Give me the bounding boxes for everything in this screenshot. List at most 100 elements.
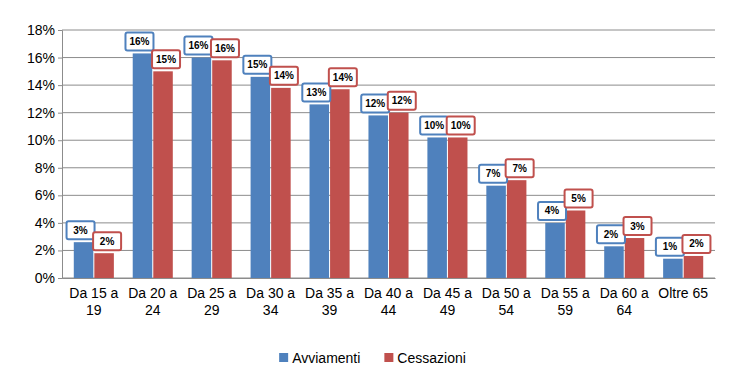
x-tick: Da 25 a29 xyxy=(187,278,236,318)
plot: 0% 2% 4% 6% 8% 10% 12% 14% 16% 18% Da 15 a19 Da 20 … xyxy=(27,22,716,318)
bar xyxy=(251,77,271,278)
label-box xyxy=(329,68,357,86)
label-box xyxy=(93,232,121,250)
data-label: 16% xyxy=(188,40,208,51)
x-tick-label: Oltre 65 xyxy=(658,285,708,301)
bar xyxy=(133,53,153,278)
data-label: 12% xyxy=(392,95,412,106)
data-label: 7% xyxy=(512,163,527,174)
legend-item: Avviamenti xyxy=(279,350,360,366)
bar xyxy=(330,89,350,278)
x-tick: Da 20 a24 xyxy=(128,278,177,318)
y-tick-mark xyxy=(58,278,62,279)
data-label: 10% xyxy=(424,120,444,131)
label-box xyxy=(302,83,330,101)
y-tick-mark xyxy=(58,168,62,169)
bars xyxy=(74,53,703,278)
data-label: 2% xyxy=(689,238,704,249)
y-tick-mark xyxy=(58,113,62,114)
grid xyxy=(62,30,715,278)
data-label: 14% xyxy=(274,70,294,81)
bar xyxy=(566,210,586,278)
series-bars xyxy=(94,60,703,278)
label-box xyxy=(538,202,566,220)
y-tick-mark xyxy=(58,195,62,196)
label-box xyxy=(243,56,271,74)
x-tick: Da 35 a39 xyxy=(305,278,354,318)
y-tick-mark xyxy=(58,30,62,31)
data-label: 1% xyxy=(663,241,678,252)
data-label: 5% xyxy=(571,193,586,204)
y-tick: 4% xyxy=(35,215,62,231)
label-box xyxy=(682,235,710,253)
x-tick: Da 55 a59 xyxy=(541,278,590,318)
data-label: 15% xyxy=(156,54,176,65)
y-tick: 6% xyxy=(35,187,62,203)
label-box xyxy=(270,67,298,85)
label-box xyxy=(506,159,534,177)
legend-swatch xyxy=(279,353,288,362)
x-axis-line xyxy=(63,278,716,279)
legend-label: Cessazioni xyxy=(397,350,465,366)
label-box xyxy=(67,221,95,239)
data-label: 3% xyxy=(73,225,88,236)
y-tick: 10% xyxy=(27,132,62,148)
bar xyxy=(604,246,624,278)
bar xyxy=(625,238,645,278)
y-tick-label: 10% xyxy=(27,132,55,148)
label-box xyxy=(125,32,153,50)
data-label: 12% xyxy=(365,98,385,109)
y-tick-label: 4% xyxy=(35,215,55,231)
x-tick-label: Da 25 a29 xyxy=(187,285,236,318)
data-label: 15% xyxy=(247,59,267,70)
bar xyxy=(507,180,527,278)
x-tick: Da 50 a54 xyxy=(482,278,531,318)
label-texts: 3%16%16%15%13%12%10%7%4%2%1%2%15%16%14%1… xyxy=(73,36,703,252)
data-label: 4% xyxy=(545,205,560,216)
x-tick-label: Da 35 a39 xyxy=(305,285,354,318)
legend: Avviamenti Cessazioni xyxy=(279,350,466,366)
series-bars xyxy=(74,53,683,278)
label-box xyxy=(597,225,625,243)
label-box xyxy=(184,37,212,55)
bar xyxy=(684,256,704,278)
y-tick-label: 18% xyxy=(27,22,55,38)
x-axis: Da 15 a19Da 20 a24Da 25 a29Da 30 a34Da 3… xyxy=(63,278,716,318)
y-tick-mark xyxy=(58,85,62,86)
data-label: 13% xyxy=(306,87,326,98)
bar xyxy=(427,137,447,278)
bar xyxy=(153,71,173,278)
x-tick-label: Da 40 a44 xyxy=(364,285,413,318)
y-axis-line xyxy=(58,31,63,279)
data-label: 16% xyxy=(129,36,149,47)
y-tick: 16% xyxy=(27,50,62,66)
y-tick-label: 0% xyxy=(35,270,55,286)
x-tick-label: Da 20 a24 xyxy=(128,285,177,318)
x-tick: Da 40 a44 xyxy=(364,278,413,318)
y-tick: 14% xyxy=(27,77,62,93)
bar xyxy=(663,259,683,278)
y-tick-label: 8% xyxy=(35,160,55,176)
data-label: 2% xyxy=(100,236,115,247)
y-tick: 0% xyxy=(35,270,62,286)
bar xyxy=(486,186,506,278)
y-tick-label: 14% xyxy=(27,77,55,93)
y-axis: 0% 2% 4% 6% 8% 10% 12% 14% 16% 18% xyxy=(27,22,63,286)
bar xyxy=(545,223,565,278)
bar xyxy=(94,253,114,278)
x-tick-label: Da 15 a19 xyxy=(69,285,118,318)
y-tick: 12% xyxy=(27,105,62,121)
y-tick: 2% xyxy=(35,242,62,258)
legend-label: Avviamenti xyxy=(292,350,360,366)
legend-item: Cessazioni xyxy=(384,350,465,366)
data-label: 10% xyxy=(451,120,471,131)
y-tick-label: 16% xyxy=(27,50,55,66)
x-tick-label: Da 55 a59 xyxy=(541,285,590,318)
bar xyxy=(310,104,330,278)
y-tick-mark xyxy=(58,58,62,59)
y-tick-label: 2% xyxy=(35,242,55,258)
data-label: 2% xyxy=(604,229,619,240)
bar xyxy=(212,60,232,278)
x-tick-label: Da 60 a64 xyxy=(600,285,649,318)
x-tick-label: Da 50 a54 xyxy=(482,285,531,318)
